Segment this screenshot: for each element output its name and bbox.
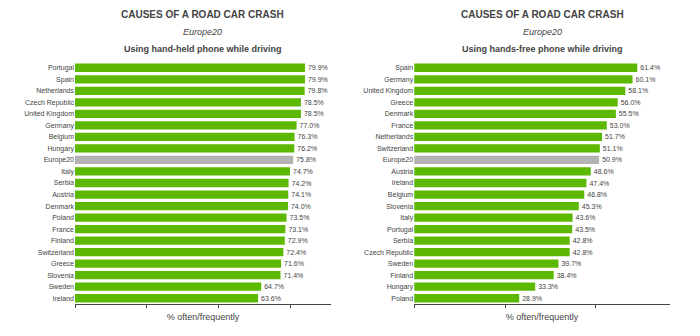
svg-text:Czech Republic: Czech Republic	[25, 99, 75, 107]
svg-text:Europe20: Europe20	[44, 156, 74, 164]
svg-text:76.3%: 76.3%	[298, 133, 318, 140]
svg-text:Hungary: Hungary	[48, 145, 75, 153]
svg-text:Denmark: Denmark	[385, 110, 414, 117]
svg-text:Sweden: Sweden	[49, 283, 74, 290]
svg-text:Belgium: Belgium	[388, 191, 413, 199]
svg-text:46.8%: 46.8%	[587, 191, 607, 198]
svg-text:Switzerland: Switzerland	[38, 249, 74, 256]
svg-text:64.7%: 64.7%	[264, 283, 284, 290]
svg-text:Greece: Greece	[390, 99, 413, 106]
svg-text:48.6%: 48.6%	[594, 168, 614, 175]
svg-text:Spain: Spain	[395, 64, 413, 72]
svg-text:Germany: Germany	[45, 122, 74, 130]
svg-text:78.5%: 78.5%	[304, 110, 324, 117]
svg-text:76.2%: 76.2%	[297, 145, 317, 152]
svg-text:Denmark: Denmark	[46, 203, 75, 210]
svg-text:38.4%: 38.4%	[557, 272, 577, 279]
svg-text:Portugal: Portugal	[48, 64, 75, 72]
svg-text:Spain: Spain	[56, 76, 74, 84]
svg-text:39.7%: 39.7%	[561, 260, 581, 267]
svg-text:75.8%: 75.8%	[296, 156, 316, 163]
svg-text:Europe20: Europe20	[523, 27, 562, 37]
svg-text:Using hands-free phone while d: Using hands-free phone while driving	[462, 44, 623, 54]
svg-text:Slovenia: Slovenia	[47, 272, 74, 279]
svg-text:Belgium: Belgium	[49, 133, 74, 141]
svg-text:Italy: Italy	[61, 168, 74, 176]
svg-text:79.9%: 79.9%	[308, 76, 328, 83]
svg-text:Finland: Finland	[390, 272, 413, 279]
svg-text:CAUSES OF A ROAD CAR CRASH: CAUSES OF A ROAD CAR CRASH	[121, 9, 284, 20]
svg-text:74.7%: 74.7%	[293, 168, 313, 175]
svg-text:United Kingdom: United Kingdom	[24, 110, 74, 118]
svg-text:72.9%: 72.9%	[288, 237, 308, 244]
svg-text:79.8%: 79.8%	[308, 87, 328, 94]
svg-text:France: France	[391, 122, 413, 129]
svg-text:Using hand-held phone while dr: Using hand-held phone while driving	[124, 44, 282, 54]
svg-text:61.4%: 61.4%	[640, 64, 660, 71]
svg-text:CAUSES OF A ROAD CAR CRASH: CAUSES OF A ROAD CAR CRASH	[461, 9, 624, 20]
svg-text:Europe20: Europe20	[183, 27, 222, 37]
svg-text:Hungary: Hungary	[387, 283, 414, 291]
svg-text:42.8%: 42.8%	[573, 237, 593, 244]
svg-text:79.9%: 79.9%	[308, 64, 328, 71]
svg-text:Serbia: Serbia	[54, 179, 74, 186]
svg-text:71.4%: 71.4%	[283, 272, 303, 279]
svg-text:43.6%: 43.6%	[576, 214, 596, 221]
svg-text:74.2%: 74.2%	[292, 180, 312, 187]
svg-text:Ireland: Ireland	[53, 295, 75, 302]
svg-text:Greece: Greece	[51, 260, 74, 267]
svg-text:53.0%: 53.0%	[610, 122, 630, 129]
svg-text:47.4%: 47.4%	[589, 180, 609, 187]
svg-text:33.3%: 33.3%	[538, 283, 558, 290]
svg-text:42.8%: 42.8%	[573, 249, 593, 256]
svg-text:% often/frequently: % often/frequently	[506, 312, 579, 322]
svg-text:Switzerland: Switzerland	[377, 145, 413, 152]
svg-text:60.1%: 60.1%	[636, 76, 656, 83]
svg-text:71.6%: 71.6%	[284, 260, 304, 267]
svg-text:63.6%: 63.6%	[261, 295, 281, 302]
svg-text:28.9%: 28.9%	[522, 295, 542, 302]
svg-text:Finland: Finland	[51, 237, 74, 244]
svg-text:78.5%: 78.5%	[304, 99, 324, 106]
svg-text:Netherlands: Netherlands	[375, 133, 413, 140]
svg-text:56.0%: 56.0%	[621, 99, 641, 106]
svg-text:73.1%: 73.1%	[288, 226, 308, 233]
svg-text:Poland: Poland	[52, 214, 74, 221]
svg-text:73.5%: 73.5%	[290, 214, 310, 221]
svg-text:55.5%: 55.5%	[619, 110, 639, 117]
svg-text:72.4%: 72.4%	[286, 249, 306, 256]
svg-text:Ireland: Ireland	[392, 179, 414, 186]
svg-text:United Kingdom: United Kingdom	[363, 87, 413, 95]
svg-text:50.9%: 50.9%	[602, 156, 622, 163]
svg-text:Germany: Germany	[384, 76, 413, 84]
svg-text:74.0%: 74.0%	[291, 203, 311, 210]
svg-text:France: France	[52, 226, 74, 233]
svg-text:Netherlands: Netherlands	[36, 87, 74, 94]
svg-text:% often/frequently: % often/frequently	[167, 312, 240, 322]
svg-text:Europe20: Europe20	[383, 156, 413, 164]
svg-text:Austria: Austria	[52, 191, 74, 198]
svg-text:77.0%: 77.0%	[300, 122, 320, 129]
svg-text:Poland: Poland	[391, 295, 413, 302]
svg-text:58.1%: 58.1%	[628, 87, 648, 94]
svg-text:Slovenia: Slovenia	[386, 203, 413, 210]
svg-text:Italy: Italy	[400, 214, 413, 222]
svg-text:51.7%: 51.7%	[605, 133, 625, 140]
svg-text:45.3%: 45.3%	[582, 203, 602, 210]
svg-text:51.1%: 51.1%	[603, 145, 623, 152]
svg-text:Austria: Austria	[391, 168, 413, 175]
svg-text:Portugal: Portugal	[387, 226, 414, 234]
svg-text:Serbia: Serbia	[393, 237, 413, 244]
svg-text:Czech Republic: Czech Republic	[364, 249, 414, 257]
svg-text:43.5%: 43.5%	[575, 226, 595, 233]
svg-text:Sweden: Sweden	[388, 260, 413, 267]
svg-text:74.1%: 74.1%	[291, 191, 311, 198]
